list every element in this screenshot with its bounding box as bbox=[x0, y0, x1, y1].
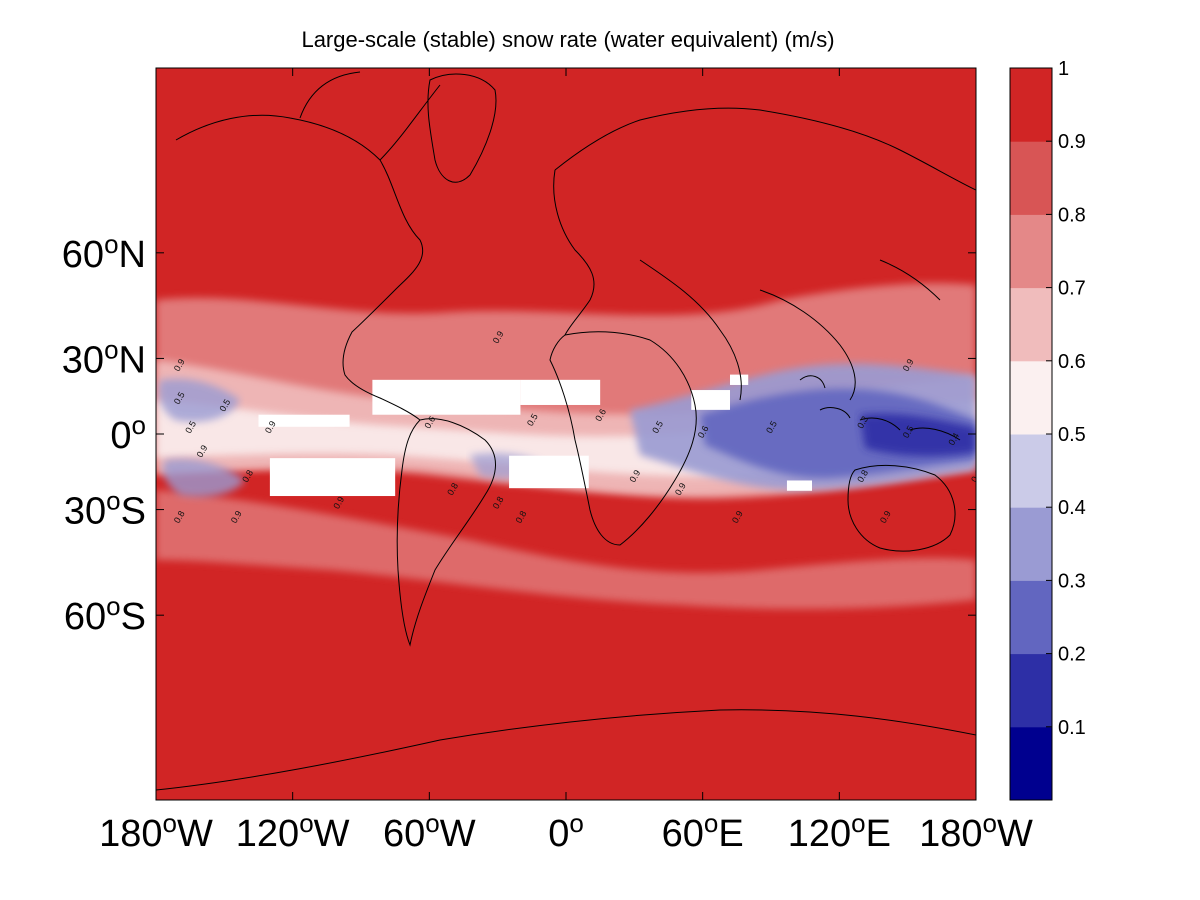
colorbar-segment bbox=[1010, 580, 1052, 655]
x-tick-label: 120oW bbox=[236, 808, 350, 855]
masked-region-north-atlantic-gap bbox=[372, 379, 521, 415]
colorbar-segment bbox=[1010, 68, 1052, 142]
x-tick-label: 180oW bbox=[919, 808, 1033, 855]
x-tick-label: 0o bbox=[548, 808, 584, 855]
colorbar-tick-label: 0.5 bbox=[1058, 424, 1086, 446]
masked-region-india-gap bbox=[730, 374, 749, 385]
masked-region-east-pacific-gap bbox=[258, 414, 350, 427]
band-pale-south bbox=[156, 490, 976, 610]
x-tick-label: 120oE bbox=[788, 808, 891, 855]
x-tick-label: 60oE bbox=[662, 808, 744, 855]
coastline-maritime-continent bbox=[799, 375, 961, 441]
coastline-south-america bbox=[396, 418, 496, 647]
colorbar-tick-label: 0.8 bbox=[1058, 204, 1086, 226]
coastline-antarctica bbox=[156, 709, 976, 791]
coastline-north-america bbox=[175, 71, 441, 421]
colorbar: 0.1 0.2 0.3 0.4 0.5 0.6 0.7 0.8 0.9 1 bbox=[1009, 58, 1086, 801]
masked-region-arabian-sea-gap bbox=[691, 390, 730, 410]
colorbar-tick-label: 0.9 bbox=[1058, 131, 1086, 153]
y-axis-ticks: 60oN 30oN 0o 30oS 60oS bbox=[62, 229, 976, 638]
colorbar-tick-label: 0.3 bbox=[1058, 570, 1086, 592]
colorbar-segment bbox=[1010, 507, 1052, 581]
blue-patch-pacific-south bbox=[163, 458, 245, 497]
colorbar-tick-label: 0.1 bbox=[1058, 717, 1086, 739]
colorbar-segment bbox=[1010, 214, 1052, 289]
coastline-australia bbox=[847, 464, 956, 552]
colorbar-segment bbox=[1010, 726, 1052, 801]
contour-label: 0.6 bbox=[969, 468, 984, 484]
coastline-europe-asia bbox=[553, 107, 976, 401]
colorbar-tick-label: 0.6 bbox=[1058, 351, 1086, 373]
masked-region-indian-ocean-gap bbox=[786, 480, 812, 491]
x-tick-label: 180oW bbox=[99, 808, 213, 855]
masked-region-south-pacific-gap bbox=[269, 458, 396, 497]
y-tick-label: 60oS bbox=[64, 591, 146, 638]
y-tick-label: 30oS bbox=[64, 486, 146, 533]
colorbar-segment bbox=[1010, 360, 1052, 435]
colorbar-segment bbox=[1010, 141, 1052, 215]
x-axis-ticks: 180oW 120oW 60oW 0o 60oE 120oE 180oW bbox=[99, 68, 1033, 855]
y-tick-label: 30oN bbox=[62, 334, 146, 381]
blue-patch-pacific bbox=[158, 378, 240, 422]
masked-regions bbox=[258, 374, 812, 497]
colorbar-segment bbox=[1010, 287, 1052, 362]
colorbar-tick-label: 0.4 bbox=[1058, 497, 1086, 519]
chart-title: Large-scale (stable) snow rate (water eq… bbox=[301, 27, 834, 52]
coastline-greenland bbox=[427, 73, 497, 183]
masked-region-south-atlantic-gap bbox=[509, 455, 589, 489]
coastline-africa bbox=[549, 331, 697, 546]
colorbar-tick-label: 1 bbox=[1058, 58, 1069, 80]
colorbar-tick-label: 0.2 bbox=[1058, 644, 1086, 666]
y-tick-label: 60oN bbox=[62, 229, 146, 276]
colorbar-tick-label: 0.7 bbox=[1058, 278, 1086, 300]
colorbar-segment bbox=[1010, 653, 1052, 728]
map-panel: 0.90.9 0.90.5 0.50.5 0.9 0.6 0.5 0.60.5 0.6 0.5 0… bbox=[156, 68, 984, 800]
y-tick-label: 0o bbox=[110, 410, 146, 457]
blue-core-mid bbox=[700, 388, 976, 479]
x-tick-label: 60oW bbox=[383, 808, 476, 855]
colorbar-segment bbox=[1010, 434, 1052, 508]
blue-core-deep bbox=[860, 413, 976, 457]
coastlines bbox=[156, 71, 976, 791]
